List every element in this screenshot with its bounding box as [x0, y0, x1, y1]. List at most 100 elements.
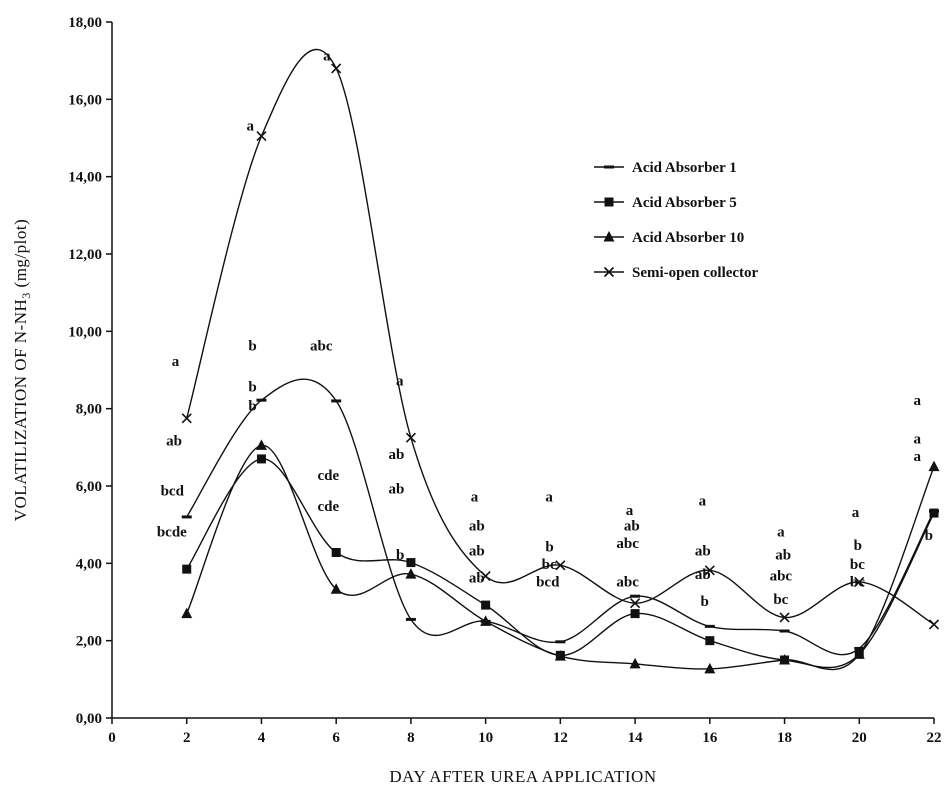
significance-label: a	[913, 449, 921, 465]
significance-label: abc	[616, 536, 639, 552]
series-line-4	[186, 48, 935, 626]
significance-label: a	[913, 431, 921, 447]
series-4-point	[630, 598, 641, 609]
series-2-point	[256, 454, 266, 464]
legend: Acid Absorber 1 Acid Absorber 5 Acid Absor…	[594, 160, 759, 281]
significance-label: a	[471, 489, 479, 505]
significance-label: abc	[310, 339, 333, 355]
y-axis-title-prefix: VOLATILIZATION OF N-NH	[11, 299, 30, 522]
legend-marker	[603, 231, 615, 242]
series-4-point	[779, 612, 790, 623]
y-axis-title-subscript: 3	[19, 292, 33, 299]
significance-label: b	[700, 594, 708, 610]
series-2-point	[630, 609, 640, 619]
series-3-point	[181, 607, 193, 619]
series-4-point	[555, 560, 566, 571]
significance-label: b	[545, 540, 553, 556]
x-tick-label: 18	[777, 730, 792, 746]
x-tick-label: 22	[927, 730, 942, 746]
series-2-point	[182, 564, 192, 574]
significance-label: b	[854, 538, 862, 554]
significance-label: bc	[773, 592, 788, 608]
significance-label: bcde	[157, 524, 187, 540]
significance-label: ab	[388, 447, 404, 463]
x-tick-label: 8	[407, 730, 415, 746]
legend-marker	[603, 266, 615, 278]
series-3-point	[330, 583, 342, 594]
significance-annotations: aabbcdbcdebbbaaabccdecdeaababbaababababb…	[157, 49, 933, 610]
significance-label: bc	[542, 557, 557, 573]
x-tick-label: 10	[478, 730, 493, 746]
series-lines	[186, 48, 935, 671]
significance-label: abc	[770, 569, 793, 585]
y-tick-label: 14,00	[68, 170, 102, 186]
x-tick-label: 14	[628, 730, 644, 746]
y-axis-title-suffix: (mg/plot)	[11, 219, 30, 292]
significance-label: ab	[388, 482, 404, 498]
y-axis-title: VOLATILIZATION OF N-NH3 (mg/plot)	[11, 219, 33, 522]
y-tick-label: 4,00	[76, 556, 102, 572]
significance-label: ab	[469, 518, 485, 534]
significance-label: cde	[318, 499, 340, 515]
significance-label: a	[777, 524, 785, 540]
significance-label: a	[323, 49, 331, 65]
significance-label: ab	[624, 518, 640, 534]
significance-label: ab	[166, 433, 182, 449]
y-tick-label: 18,00	[68, 15, 102, 31]
series-markers	[181, 63, 940, 674]
y-axis-title-group: VOLATILIZATION OF N-NH3 (mg/plot)	[11, 219, 33, 522]
significance-label: b	[925, 528, 933, 544]
legend-label: Acid Absorber 10	[632, 230, 744, 246]
series-4-point	[331, 63, 342, 74]
significance-label: b	[248, 379, 256, 395]
x-tick-label: 6	[332, 730, 340, 746]
series-2-point	[331, 548, 341, 558]
series-2-point	[929, 508, 939, 518]
significance-label: abc	[616, 575, 639, 591]
series-2-point	[406, 558, 416, 568]
series-3-point	[480, 615, 492, 626]
legend-label: Acid Absorber 5	[632, 195, 737, 211]
x-tick-label: 20	[852, 730, 867, 746]
y-tick-label: 2,00	[76, 634, 102, 650]
series-line-2	[186, 458, 935, 669]
series-3-point	[928, 460, 940, 472]
x-tick-label: 0	[108, 730, 116, 746]
significance-label: a	[626, 503, 634, 519]
significance-label: ab	[469, 571, 485, 587]
significance-label: bc	[850, 575, 865, 591]
significance-label: bcd	[536, 575, 560, 591]
series-4-point	[405, 432, 416, 443]
significance-label: a	[852, 505, 860, 521]
x-tick-label: 2	[183, 730, 191, 746]
significance-label: a	[699, 493, 707, 509]
significance-label: b	[248, 399, 256, 415]
x-axis-title: DAY AFTER UREA APPLICATION	[389, 767, 656, 786]
x-tick-label: 12	[553, 730, 568, 746]
series-2-point	[481, 600, 491, 610]
x-tick-label: 16	[702, 730, 718, 746]
series-3-point	[853, 648, 865, 659]
significance-label: ab	[469, 544, 485, 560]
y-tick-label: 12,00	[68, 247, 102, 263]
y-tick-label: 0,00	[76, 711, 102, 727]
y-tick-label: 16,00	[68, 92, 102, 108]
series-4-point	[181, 413, 192, 424]
significance-label: b	[396, 547, 404, 563]
significance-label: cde	[318, 468, 340, 484]
legend-label: Semi-open collector	[632, 265, 759, 281]
significance-label: b	[248, 339, 256, 355]
series-line-1	[186, 378, 935, 656]
y-tick-label: 6,00	[76, 479, 102, 495]
significance-label: a	[396, 373, 404, 389]
series-3-point	[779, 654, 791, 665]
y-tick-label: 8,00	[76, 402, 102, 418]
series-2-point	[705, 636, 715, 646]
series-3-point	[255, 439, 267, 450]
x-tick-label: 4	[258, 730, 266, 746]
series-4-point	[928, 619, 940, 630]
series-3-point	[554, 650, 566, 661]
significance-label: a	[247, 118, 255, 134]
significance-label: ab	[695, 544, 711, 560]
